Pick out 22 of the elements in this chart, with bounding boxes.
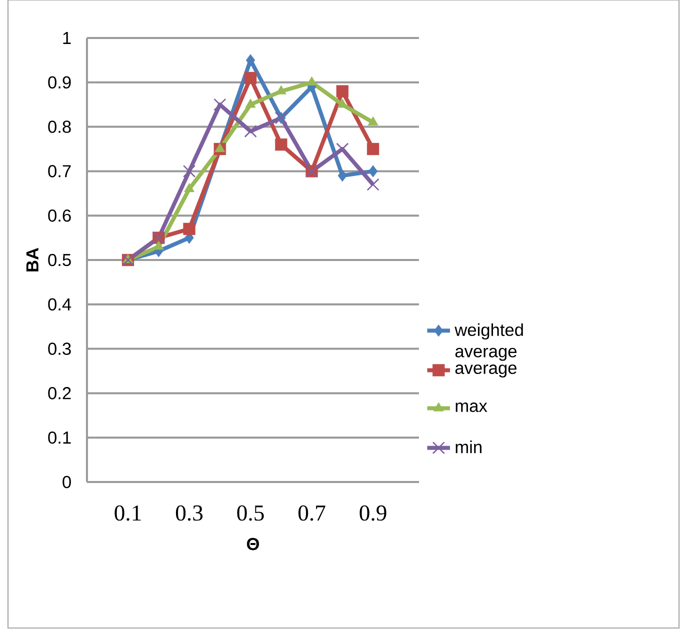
x-tick-label: 0.7 bbox=[298, 505, 326, 521]
y-tick-label: 0.3 bbox=[48, 342, 71, 355]
legend-label: max bbox=[456, 402, 488, 412]
y-tick-label: 0.4 bbox=[48, 298, 72, 311]
y-tick-label: 0.7 bbox=[48, 165, 71, 178]
y-tick-label: 0.5 bbox=[48, 254, 71, 266]
y-axis-title: BA bbox=[26, 248, 38, 272]
x-tick-label: 0.9 bbox=[360, 505, 386, 521]
y-tick-label: 0.6 bbox=[48, 209, 71, 222]
x-tick-label: 0.3 bbox=[176, 505, 203, 521]
legend-label: weighted average bbox=[454, 323, 523, 361]
x-tick-label: 0.5 bbox=[237, 505, 264, 521]
legend-label: average bbox=[455, 364, 517, 378]
y-tick-label: 1 bbox=[63, 32, 71, 44]
y-tick-label: 0.9 bbox=[48, 76, 71, 89]
legend-label: min bbox=[456, 440, 482, 454]
y-tick-label: 0 bbox=[62, 476, 71, 488]
y-tick-label: 0.1 bbox=[48, 431, 71, 444]
y-tick-label: 0.8 bbox=[48, 120, 71, 133]
x-tick-label: 0.1 bbox=[114, 505, 141, 521]
y-tick-label: 0.2 bbox=[48, 387, 71, 400]
x-axis-title: Θ bbox=[246, 538, 259, 550]
